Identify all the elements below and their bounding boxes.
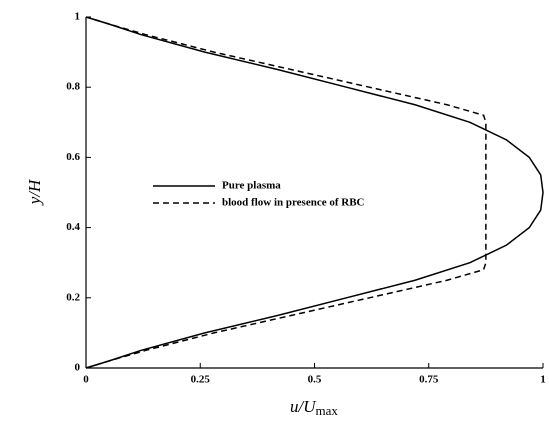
x-tick-label: 0.25 <box>191 374 211 386</box>
x-tick-label: 1 <box>540 374 546 386</box>
y-tick-label: 1 <box>75 11 81 23</box>
legend-label: blood flow in presence of RBC <box>222 197 365 209</box>
y-tick-label: 0.4 <box>66 221 80 233</box>
y-tick-label: 0 <box>75 362 81 374</box>
x-tick-label: 0 <box>83 374 89 386</box>
x-axis-label: u/Umax <box>290 397 338 418</box>
data-line <box>85 16 544 369</box>
y-tick-label: 0.8 <box>66 81 80 93</box>
y-tick-label: 0.2 <box>66 291 80 303</box>
y-tick-label: 0.6 <box>66 151 80 163</box>
legend-label: Pure plasma <box>222 180 281 192</box>
y-axis-label: y/H <box>25 178 44 206</box>
x-axis-label-sub: max <box>316 403 339 418</box>
x-axis-label-main: u/U <box>290 397 317 416</box>
x-tick-label: 0.5 <box>308 374 322 386</box>
data-line <box>85 16 487 369</box>
x-tick-label: 0.75 <box>419 374 439 386</box>
